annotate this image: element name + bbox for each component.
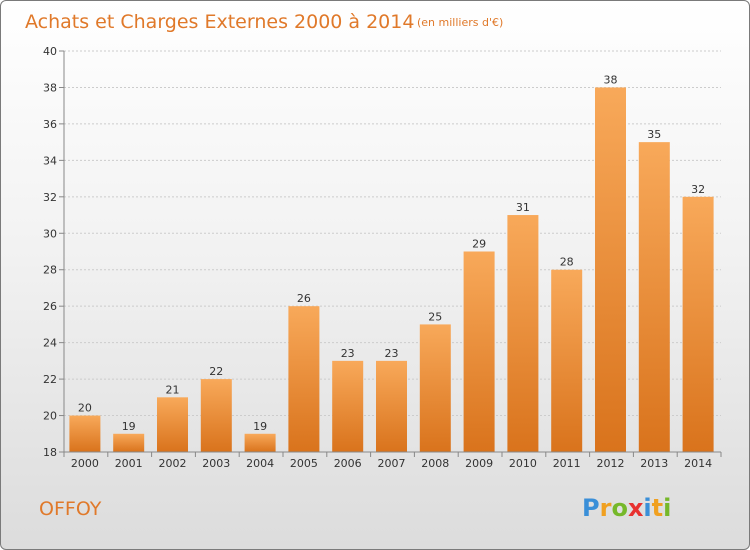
x-ticks: 2000 2001 2002 2003 2004 2005 2006 2007 2008 2009… (63, 452, 722, 470)
bars (69, 87, 714, 453)
x-tick-label: 2005 (290, 457, 318, 470)
y-tick-label: 36 (43, 118, 57, 131)
chart-title: Achats et Charges Externes 2000 à 2014 (25, 11, 414, 33)
x-tick-label: 2007 (378, 457, 406, 470)
bar (113, 433, 145, 452)
x-tick-label: 2011 (553, 457, 581, 470)
x-tick-label: 2006 (334, 457, 362, 470)
x-tick-label: 2014 (684, 457, 712, 470)
bar (463, 251, 495, 452)
y-tick-label: 34 (43, 154, 57, 167)
x-tick-label: 2009 (465, 457, 493, 470)
x-tick-label: 2012 (597, 457, 625, 470)
commune-name: OFFOY (39, 498, 102, 520)
y-tick-label: 20 (43, 410, 57, 423)
x-tick-label: 2010 (509, 457, 537, 470)
data-label: 32 (691, 183, 705, 196)
bar (376, 360, 407, 452)
data-label: 19 (253, 420, 267, 433)
logo-letter: t (652, 494, 663, 522)
data-label: 38 (604, 73, 618, 86)
y-tick-label: 40 (43, 45, 57, 58)
logo-text: Proxiti (582, 494, 671, 522)
data-label: 28 (560, 256, 574, 269)
y-tick-label: 32 (43, 191, 57, 204)
bar (157, 397, 188, 452)
data-label: 21 (166, 383, 180, 396)
y-tick-label: 26 (43, 300, 57, 313)
bar (200, 379, 232, 452)
bar (69, 415, 101, 452)
logo-letter: o (611, 494, 628, 522)
data-label: 22 (209, 365, 223, 378)
proxiti-logo: Proxiti (582, 494, 671, 522)
data-label: 35 (647, 128, 661, 141)
data-label: 26 (297, 292, 311, 305)
logo-letter: x (628, 494, 644, 522)
data-label: 29 (472, 238, 486, 251)
y-tick-label: 22 (43, 373, 57, 386)
logo-letter: i (663, 494, 671, 522)
y-tick-label: 38 (43, 81, 57, 94)
logo-letter: i (643, 494, 651, 522)
x-tick-label: 2002 (159, 457, 187, 470)
x-tick-label: 2004 (246, 457, 274, 470)
data-label: 23 (385, 347, 399, 360)
bar (682, 196, 714, 452)
bar (551, 269, 583, 452)
bar (288, 306, 320, 452)
data-label: 19 (122, 420, 136, 433)
chart-subtitle: (en milliers d'€) (417, 16, 503, 29)
x-tick-label: 2013 (640, 457, 668, 470)
y-tick-label: 30 (43, 227, 57, 240)
x-tick-label: 2003 (202, 457, 230, 470)
logo-letter: P (582, 494, 600, 522)
y-tick-label: 28 (43, 264, 57, 277)
data-labels: 20 19 21 22 19 26 23 23 25 29 31 28 38 35 32 (78, 73, 705, 432)
data-label: 25 (428, 310, 442, 323)
logo-letter: r (600, 494, 612, 522)
y-tick-label: 18 (43, 446, 57, 459)
data-label: 23 (341, 347, 355, 360)
x-tick-label: 2001 (115, 457, 143, 470)
y-ticks: 18 20 22 24 26 28 30 32 34 36 38 40 (43, 45, 64, 459)
data-label: 31 (516, 201, 530, 214)
bar (638, 142, 670, 453)
x-tick-label: 2000 (71, 457, 99, 470)
y-tick-label: 24 (43, 337, 57, 350)
x-tick-label: 2008 (421, 457, 449, 470)
bar (419, 324, 451, 452)
bar (595, 87, 626, 453)
bar (332, 360, 364, 452)
bar (507, 215, 539, 452)
bar (244, 433, 276, 452)
data-label: 20 (78, 402, 92, 415)
axes (63, 51, 721, 453)
